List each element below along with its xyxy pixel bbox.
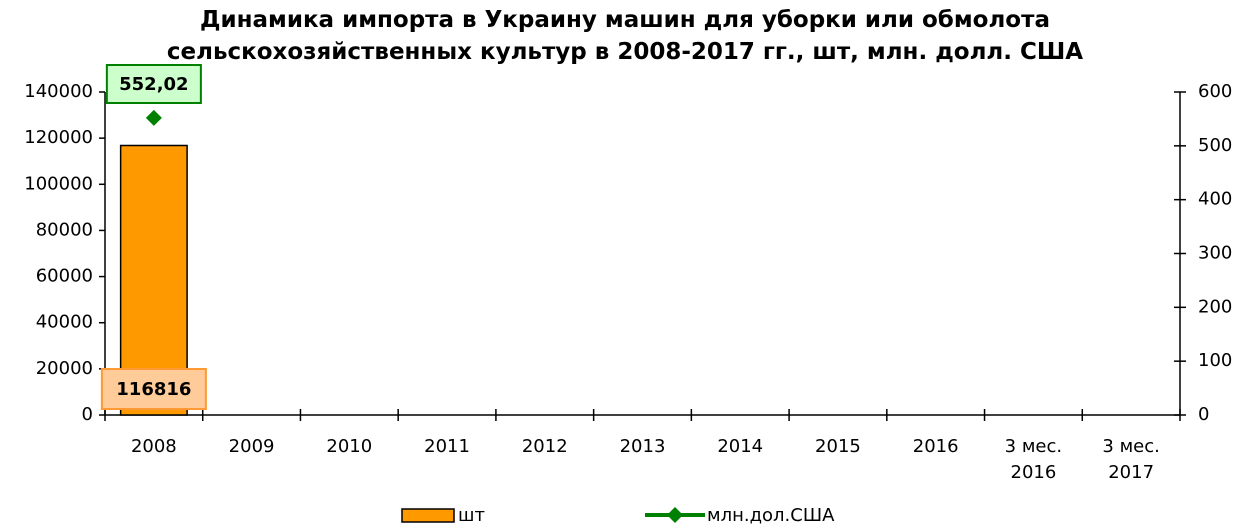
- line-marker: [145, 109, 162, 126]
- x-tick-label: 2015: [815, 436, 861, 457]
- x-tick-label: 2016: [912, 436, 959, 457]
- x-tick-label: 3 мес. 2017: [1102, 436, 1160, 483]
- legend-swatch: [401, 508, 455, 523]
- y-tick-label: 0: [82, 404, 93, 425]
- y-tick-label: 60000: [36, 266, 93, 287]
- data-label-box: [105, 64, 202, 104]
- data-label: 116816: [116, 379, 191, 400]
- y2-tick-label: 300: [1198, 243, 1232, 264]
- y2-tick-label: 400: [1198, 189, 1232, 210]
- y2-tick-label: 200: [1198, 296, 1232, 317]
- x-tick-label: 2013: [619, 436, 666, 457]
- y2-tick-label: 0: [1198, 404, 1209, 425]
- x-tick-label: 2011: [424, 436, 470, 457]
- y-tick-label: 80000: [36, 219, 93, 240]
- y-tick-label: 100000: [24, 173, 93, 194]
- y2-tick-label: 600: [1198, 81, 1232, 102]
- legend-marker: [667, 507, 683, 523]
- data-label-box: [100, 368, 207, 410]
- y-tick-label: 20000: [36, 358, 93, 379]
- x-tick-label: 2014: [717, 436, 764, 457]
- data-label: 552,02: [119, 74, 188, 95]
- x-tick-label: 3 мес. 2016: [1004, 436, 1063, 483]
- chart-title: Динамика импорта в Украину машин для убо…: [166, 7, 1084, 65]
- y-tick-label: 140000: [24, 81, 93, 102]
- x-tick-label: 2009: [228, 436, 275, 457]
- y2-tick-label: 100: [1198, 350, 1232, 371]
- x-tick-label: 2010: [326, 436, 373, 457]
- y-tick-label: 120000: [24, 127, 93, 148]
- y2-tick-label: 500: [1198, 135, 1232, 156]
- x-tick-label: 2012: [521, 436, 568, 457]
- legend-label: шт: [458, 505, 485, 526]
- legend-label: млн.дол.США: [707, 505, 835, 526]
- y-tick-label: 40000: [36, 312, 93, 333]
- x-tick-label: 2008: [130, 436, 177, 457]
